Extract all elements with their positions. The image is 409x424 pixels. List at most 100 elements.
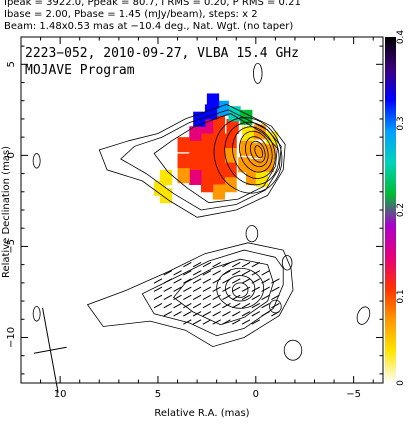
noise-island-contour: [32, 153, 41, 169]
fpol-pixel: [189, 169, 202, 186]
contour-layer: [32, 63, 371, 361]
evpa-stick: [192, 294, 202, 301]
y-tick-label: −10: [6, 327, 17, 348]
evpa-stick: [192, 286, 202, 292]
evpa-stick: [212, 270, 221, 276]
colorbar-gradient: [385, 37, 396, 383]
evpa-stick: [222, 270, 231, 276]
pol-noise-contour: [283, 339, 303, 361]
evpa-stick: [183, 286, 192, 292]
evpa-stick: [173, 302, 182, 309]
evpa-stick: [251, 294, 261, 301]
evpa-stick: [241, 278, 251, 284]
fpol-pixel: [240, 140, 253, 156]
evpa-stick: [271, 294, 280, 301]
evpa-stick: [261, 286, 270, 292]
y-tick-label: −5: [6, 239, 17, 254]
evpa-stick: [241, 261, 251, 268]
evpa-stick: [222, 294, 231, 301]
y-tick-label: 5: [6, 61, 17, 67]
evpa-stick: [251, 278, 261, 284]
jet-contour-2: [120, 109, 282, 211]
evpa-stick: [251, 302, 261, 309]
evpa-stick: [202, 311, 212, 317]
evpa-stick: [153, 302, 163, 309]
evpa-stick: [163, 286, 172, 292]
evpa-stick: [192, 278, 202, 284]
x-tick-label: −5: [346, 389, 361, 400]
fpol-pixel: [226, 118, 239, 135]
evpa-stick: [173, 278, 182, 284]
pol-contour-2: [141, 249, 284, 337]
evpa-stick: [271, 286, 280, 292]
evpa-stick: [232, 294, 241, 301]
evpa-stick: [183, 302, 192, 309]
x-axis-label: Relative R.A. (mas): [154, 408, 249, 419]
fpol-pixel: [212, 142, 226, 158]
fpol-pixel: [212, 157, 226, 173]
evpa-sticks: [153, 261, 280, 325]
fpol-pixel: [177, 153, 190, 169]
fpol-pixel: [189, 140, 202, 156]
evpa-stick: [183, 261, 192, 268]
noise-island-contour: [253, 63, 263, 84]
core-contour: [232, 126, 276, 179]
header-ibase-line: Ibase = 2.00, Pbase = 1.45 (mJy/beam), s…: [4, 9, 258, 20]
evpa-stick: [183, 294, 192, 301]
evpa-stick: [212, 294, 221, 301]
evpa-stick: [202, 319, 212, 325]
colorbar-labels: 0 0.1 0.2 0.3 0.4: [396, 30, 406, 386]
colorbar-tick-label: 0.1: [396, 289, 406, 303]
pol-contour-inner: [231, 282, 249, 298]
evpa-stick: [192, 311, 202, 317]
evpa-stick: [212, 278, 221, 284]
fpol-pixel: [212, 128, 226, 144]
evpa-stick: [173, 294, 182, 301]
axis-ticks: [20, 37, 383, 383]
evpa-stick: [222, 311, 231, 317]
axis-tick-labels: 10 5 0 −5 5 0 −5 −10: [6, 61, 361, 400]
header-ipeak-line: Ipeak = 3922.0, Ppeak = 80.7, I RMS = 0.…: [4, 0, 301, 8]
evpa-stick: [153, 294, 163, 301]
y-axis-label: Relative Declination (mas): [1, 146, 12, 278]
evpa-stick: [271, 302, 280, 309]
pol-contour-outer: [86, 242, 294, 348]
evpa-stick: [153, 278, 163, 284]
evpa-stick: [173, 286, 182, 292]
pol-noise-contour: [269, 299, 282, 314]
evpa-stick: [202, 261, 212, 268]
core-contour: [244, 136, 269, 168]
evpa-stick: [192, 302, 202, 309]
evpa-stick: [232, 278, 241, 284]
fpol-pixel: [251, 142, 265, 158]
fpol-pixel: [212, 171, 226, 187]
colorbar-tick-label: 0.3: [396, 116, 406, 130]
fpol-pixel: [201, 162, 214, 178]
evpa-stick: [232, 286, 241, 292]
fpol-pixel: [206, 93, 220, 109]
pol-contour-inner: [216, 267, 265, 309]
evpa-stick: [232, 302, 241, 309]
fpol-pixel: [201, 133, 214, 149]
evpa-stick: [241, 270, 251, 276]
evpa-stick: [251, 286, 261, 292]
jet-contour-3: [153, 113, 278, 204]
core-contour: [249, 140, 266, 163]
evpa-stick: [183, 311, 192, 317]
colorbar-tick-label: 0: [396, 380, 406, 386]
evpa-stick: [212, 319, 221, 325]
evpa-stick: [241, 286, 251, 292]
evpa-stick: [241, 311, 251, 317]
evpa-stick: [173, 311, 182, 317]
evpa-stick: [251, 270, 261, 276]
fpol-pixel: [212, 184, 226, 200]
fpol-pixel: [201, 177, 214, 193]
fpol-pixel: [224, 133, 237, 149]
fpol-pixel: [177, 137, 190, 153]
evpa-stick: [241, 294, 251, 301]
evpa-stick: [153, 286, 163, 292]
noise-island-contour: [281, 255, 293, 271]
pol-noise-contour: [32, 306, 41, 322]
fractional-polarization-image: [154, 93, 278, 204]
